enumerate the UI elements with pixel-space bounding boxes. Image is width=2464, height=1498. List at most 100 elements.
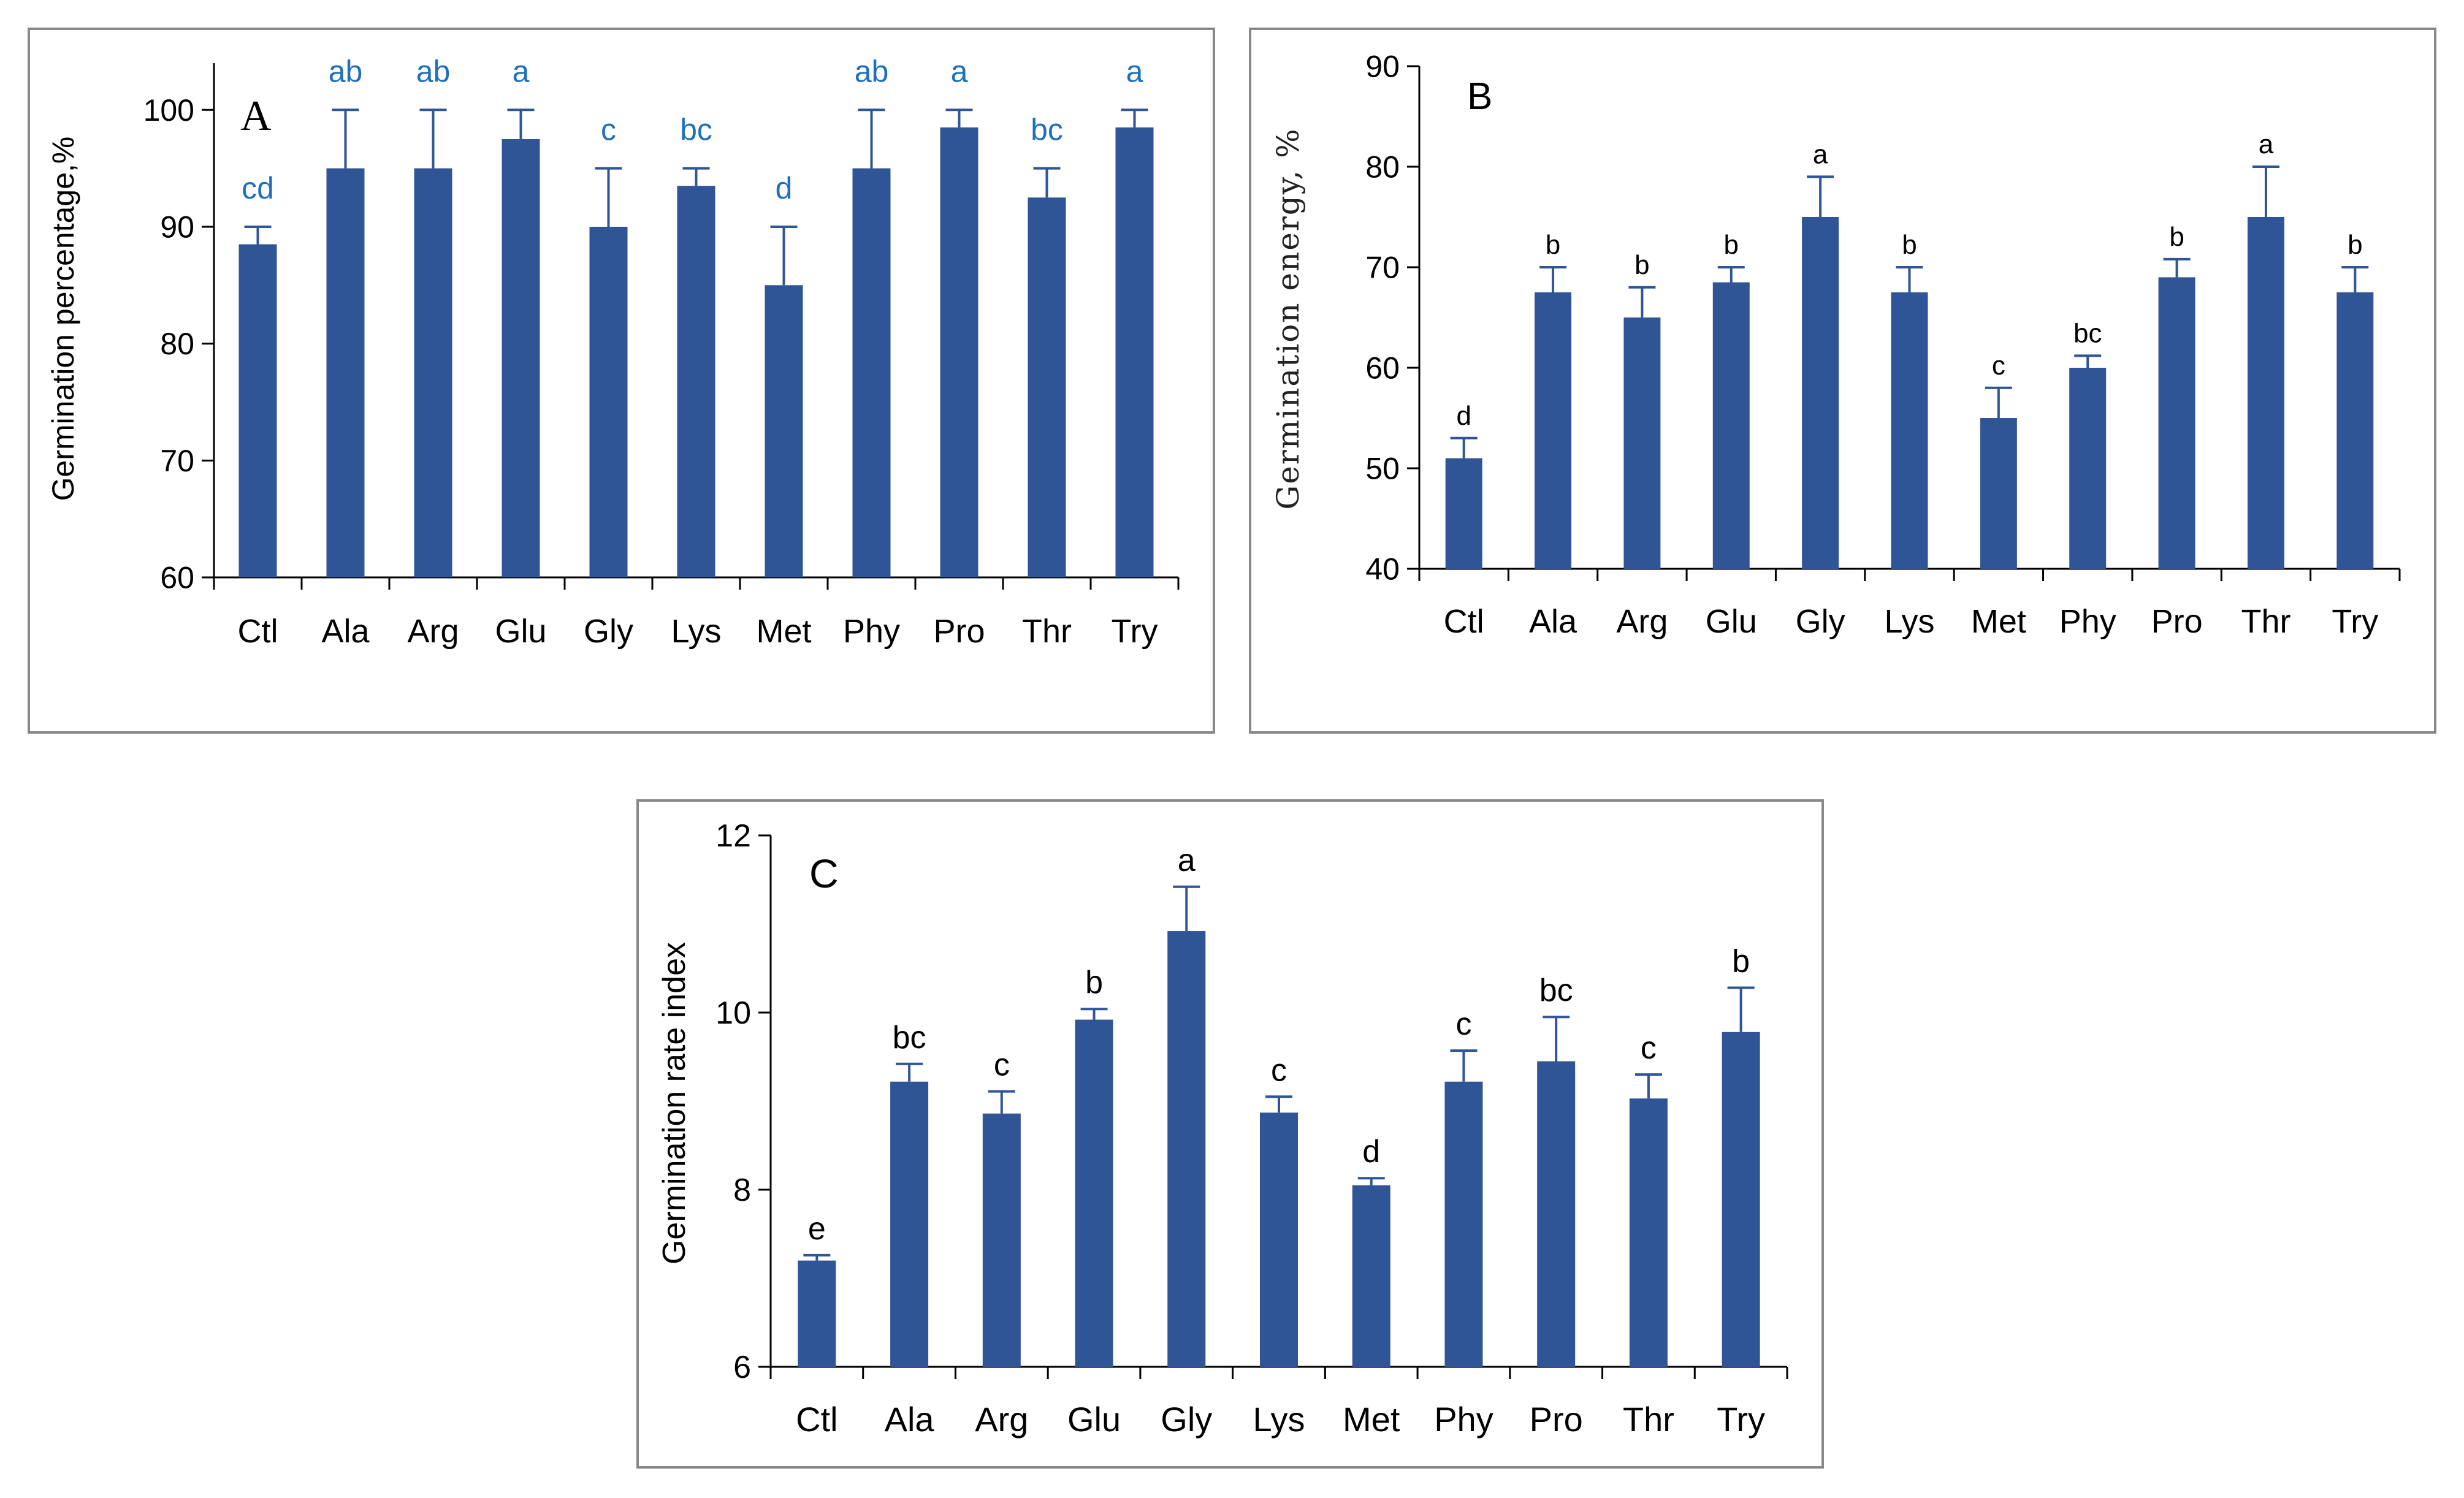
panel-b-letter: B	[1467, 75, 1492, 118]
panel-b-category-label: Ala	[1529, 603, 1577, 640]
panel-a-category-label: Gly	[584, 613, 633, 650]
panel-a-category-label: Try	[1112, 613, 1158, 650]
panel-c-significance-label: c	[1641, 1030, 1657, 1066]
panel-c-bar	[982, 1113, 1021, 1367]
panel-c-category-label: Met	[1343, 1400, 1400, 1439]
panel-c-category-label: Try	[1717, 1400, 1765, 1439]
panel-b-category-label: Gly	[1796, 603, 1845, 640]
panel-a-y-tick-label: 60	[160, 561, 194, 595]
panel-c-bar	[1537, 1061, 1576, 1367]
panel-c-category-label: Arg	[975, 1400, 1028, 1439]
panel-a-bar	[502, 139, 540, 577]
panel-b-significance-label: a	[1813, 139, 1828, 169]
panel-c-bar	[1629, 1098, 1668, 1367]
panel-b-y-axis-title: Germination energy, %	[1270, 127, 1306, 509]
panel-c-category-label: Lys	[1253, 1400, 1305, 1439]
panel-b-y-tick-label: 40	[1365, 552, 1400, 587]
panel-a-category-label: Phy	[843, 613, 900, 650]
panel-c-y-tick-label: 12	[715, 818, 751, 854]
panel-b-category-label: Try	[2332, 603, 2378, 640]
panel-c-significance-label: bc	[1539, 973, 1573, 1008]
panel-b-significance-label: b	[2169, 222, 2184, 252]
panel-a-letter: A	[240, 93, 272, 140]
panel-b-frame	[1249, 28, 2436, 734]
panel-a-significance-label: ab	[855, 54, 889, 88]
panel-c-significance-label: bc	[893, 1020, 926, 1055]
panel-b-bar	[2158, 277, 2195, 569]
panel-a-bar	[765, 285, 803, 577]
panel-c-bar	[1722, 1032, 1760, 1367]
panel-a-significance-label: d	[776, 171, 793, 205]
panel-c-category-label: Ala	[885, 1400, 935, 1439]
panel-b-y-tick-label: 50	[1365, 452, 1400, 486]
panel-a-category-label: Glu	[495, 613, 546, 650]
panel-b-category-label: Lys	[1884, 603, 1934, 640]
panel-a-significance-label: c	[601, 113, 616, 147]
panel-b-significance-label: b	[1546, 230, 1560, 260]
panel-b-category-label: Thr	[2241, 603, 2290, 640]
panel-b-significance-label: a	[2259, 129, 2274, 159]
panel-c-bar	[890, 1081, 929, 1367]
panel-b-bar	[2247, 217, 2284, 569]
panel-b-category-label: Met	[1971, 603, 2026, 640]
panel-c-frame	[636, 799, 1824, 1469]
panel-c-chart: C 681012eCtlbcAlacArgbGluaGlycLysdMetcPh…	[636, 799, 1824, 1469]
panel-a-category-label: Lys	[671, 613, 721, 650]
panel-a-significance-label: a	[1126, 54, 1143, 88]
panel-b-y-tick-label: 80	[1365, 150, 1400, 184]
panel-a-category-label: Pro	[933, 613, 985, 650]
panel-a-bar	[326, 168, 365, 577]
panel-b-bar	[2069, 368, 2107, 569]
panel-c-bar	[1167, 931, 1206, 1367]
panel-c-bar	[1075, 1019, 1113, 1367]
panel-c-significance-label: b	[1085, 965, 1103, 1000]
panel-c-bar	[1260, 1112, 1298, 1367]
panel-c-bar	[798, 1260, 836, 1367]
panel-a-chart: A 60 70 80 90 100 cd Ctl ab Ala ab Arg a Glu c Gly bc Ly…	[28, 28, 1215, 734]
panel-b-category-label: Ctl	[1444, 603, 1484, 640]
panel-b-bar	[1980, 418, 2017, 569]
panel-a-bar	[589, 226, 628, 577]
panel-c-category-label: Thr	[1623, 1400, 1674, 1439]
panel-b-bar	[1445, 458, 1482, 569]
panel-b-significance-label: b	[2348, 230, 2362, 260]
panel-a-y-tick-label: 80	[160, 327, 194, 361]
panel-a-significance-label: ab	[416, 54, 451, 88]
panel-a-bar	[940, 127, 978, 577]
panel-b-significance-label: d	[1456, 401, 1471, 431]
panel-c-y-tick-label: 10	[715, 995, 751, 1031]
panel-b-bar	[1712, 282, 1750, 569]
panel-b-category-label: Phy	[2059, 603, 2116, 640]
panel-b-category-label: Glu	[1706, 603, 1757, 640]
panel-b-bar	[1802, 217, 1839, 569]
panel-a-y-axis-title: Germination percentage,%	[46, 137, 80, 501]
panel-a-category-label: Arg	[407, 613, 459, 650]
panel-b-significance-label: bc	[2073, 318, 2102, 348]
panel-a-significance-label: bc	[1031, 113, 1063, 147]
panel-b-chart: B 40 50 60 70 80 90 d Ctl b Ala b Arg b Glu a Gly b Lys c M…	[1249, 28, 2436, 734]
panel-c-bar	[1352, 1185, 1390, 1367]
panel-b-category-label: Pro	[2151, 603, 2203, 640]
panel-b-y-tick-label: 70	[1365, 251, 1400, 285]
panel-b-bar	[2336, 292, 2374, 569]
panel-c-y-tick-label: 6	[733, 1350, 751, 1385]
panel-c-category-label: Phy	[1434, 1400, 1493, 1439]
panel-a-category-label: Ala	[321, 613, 370, 650]
panel-b-significance-label: c	[1992, 351, 2005, 381]
panel-c-significance-label: e	[808, 1211, 826, 1247]
panel-c-significance-label: b	[1732, 944, 1750, 979]
panel-c-category-label: Gly	[1161, 1400, 1212, 1439]
panel-b-bar	[1535, 292, 1572, 569]
panel-a-y-tick-label: 90	[160, 210, 194, 244]
panel-c-y-axis-title: Germination rate index	[657, 942, 692, 1264]
panel-c-y-tick-label: 8	[733, 1173, 751, 1208]
panel-b-significance-label: b	[1724, 230, 1739, 260]
panel-a-bar	[414, 168, 452, 577]
panel-a-category-label: Met	[756, 613, 811, 650]
panel-a-bar	[677, 186, 715, 577]
panel-a-y-tick-label: 100	[143, 93, 194, 127]
panel-b-bar	[1623, 317, 1661, 569]
panel-c-category-label: Glu	[1067, 1400, 1121, 1439]
panel-a-bar	[1115, 127, 1154, 577]
